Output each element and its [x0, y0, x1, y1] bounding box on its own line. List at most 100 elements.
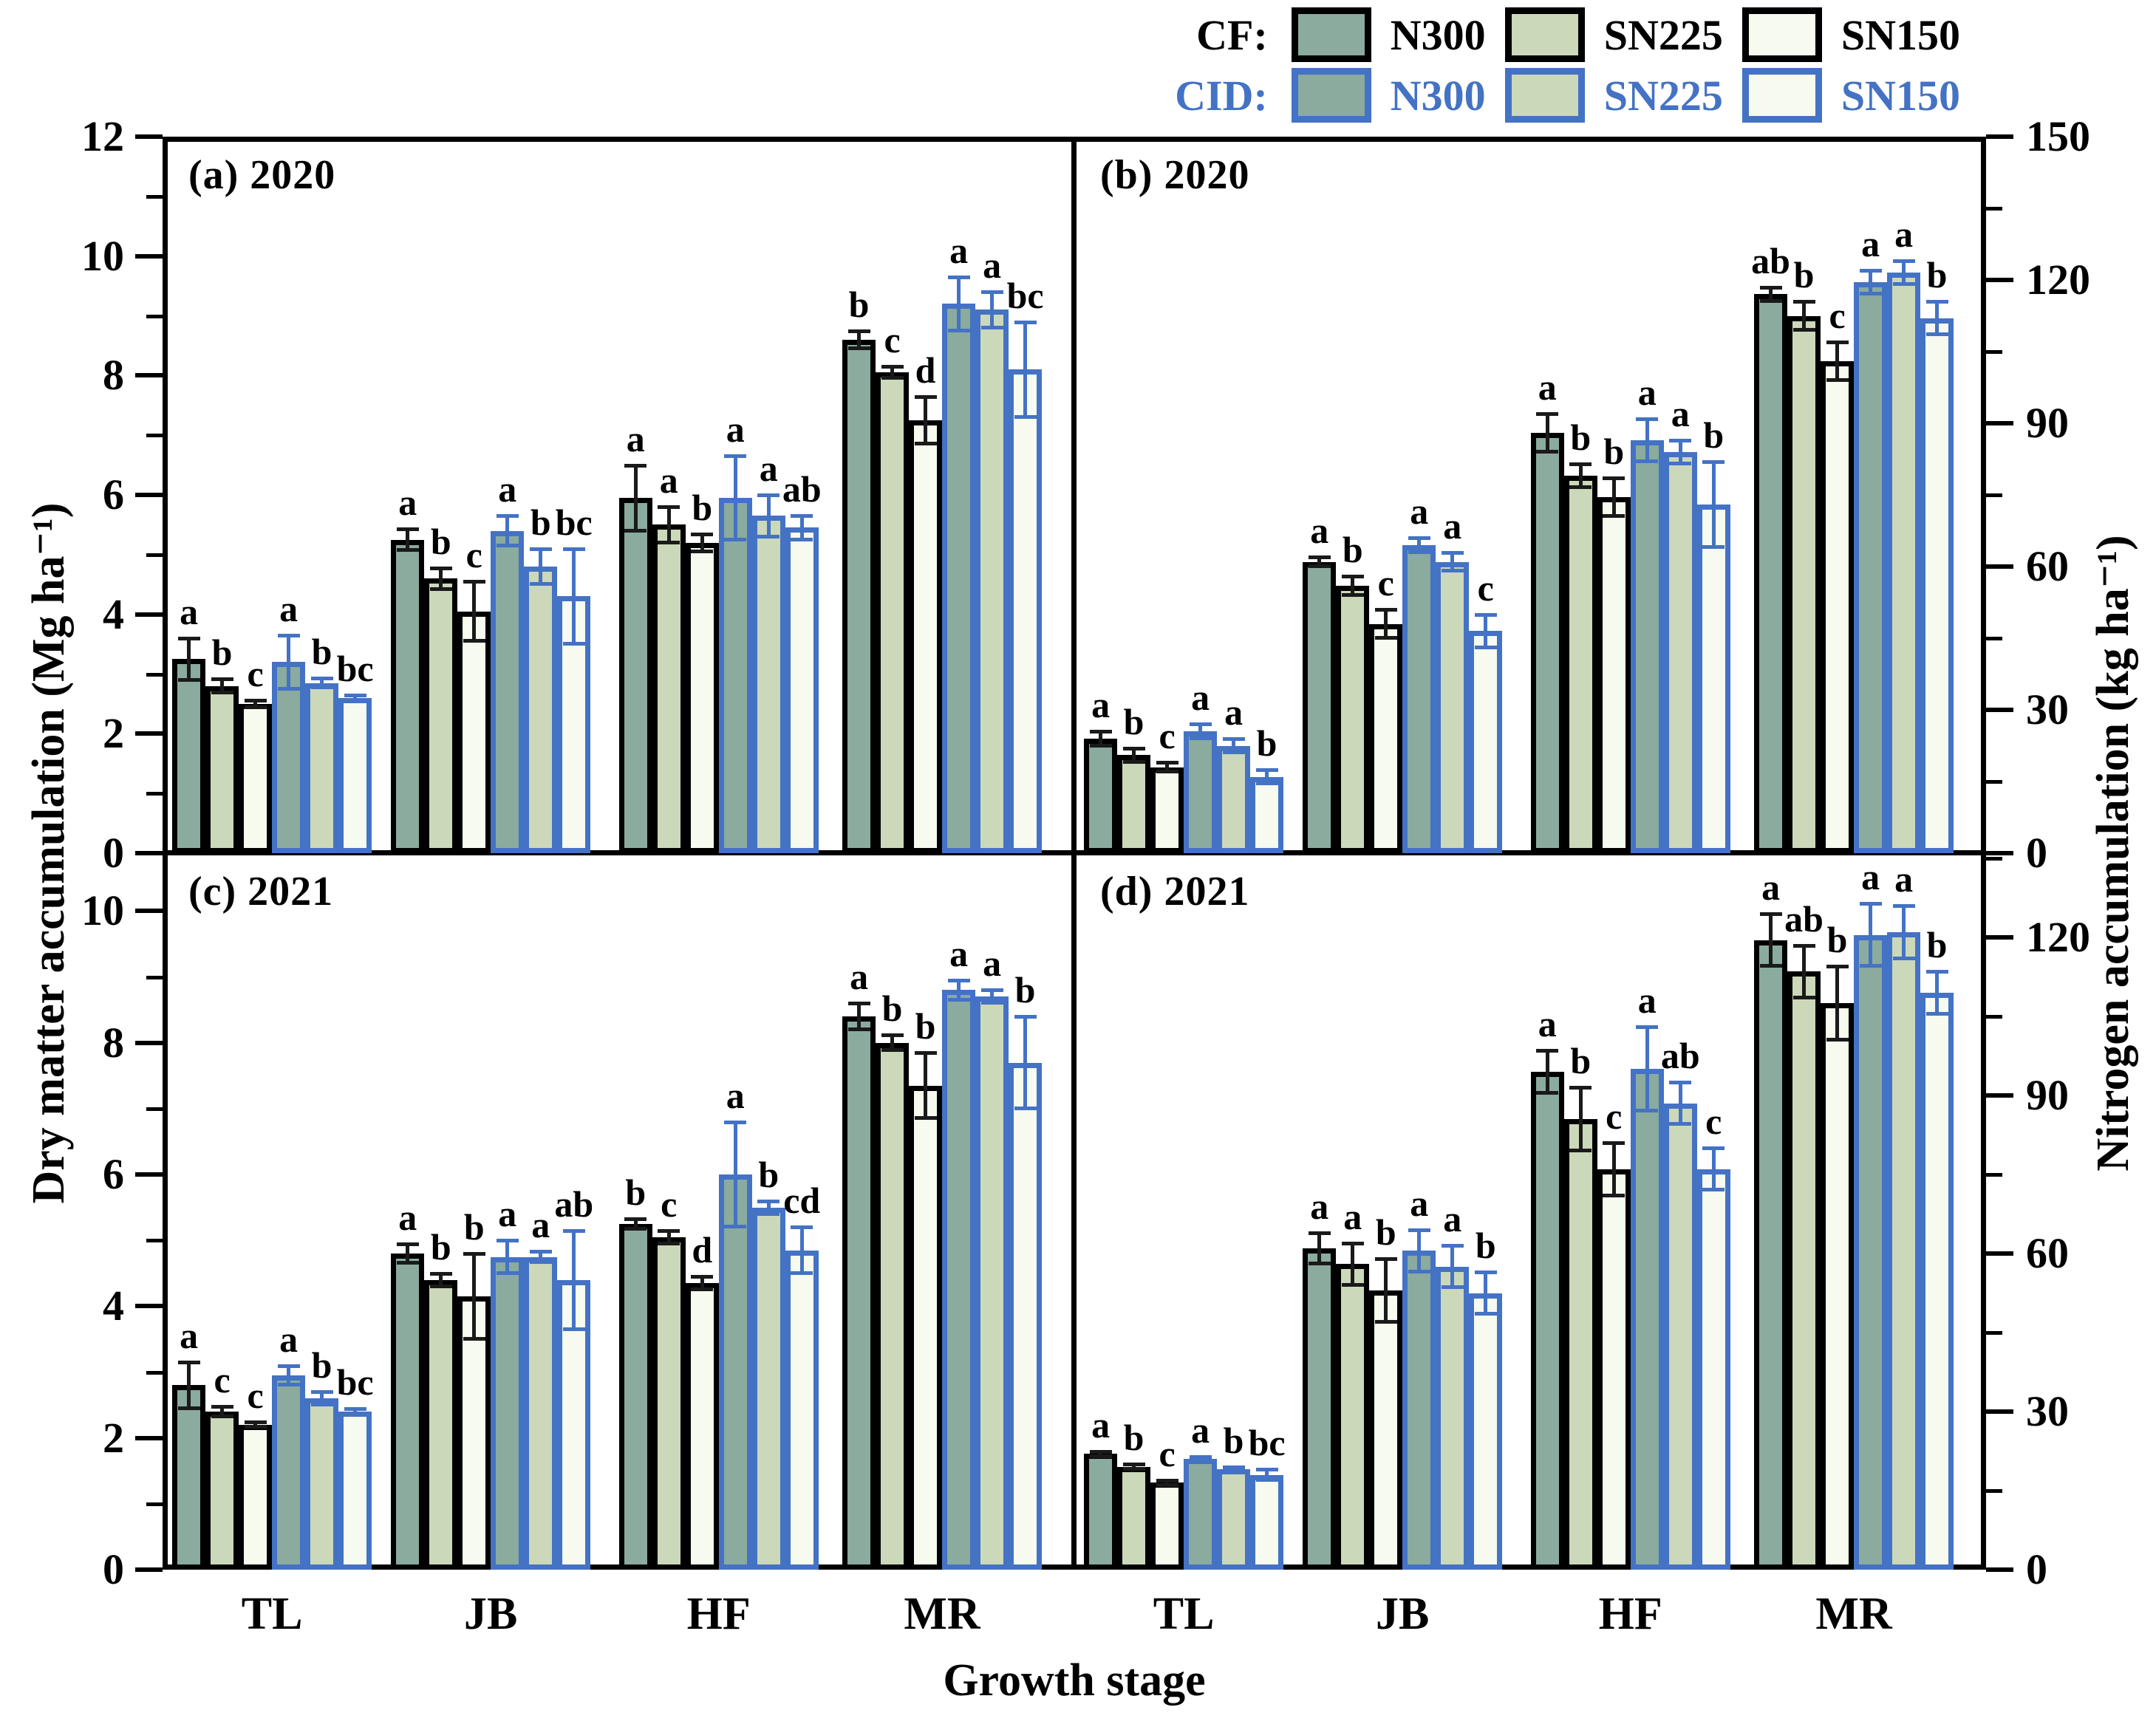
error-bar — [1165, 762, 1170, 773]
sig-letter: a — [1761, 866, 1781, 909]
error-bar-cap-bottom — [1255, 1477, 1278, 1482]
error-bar — [287, 635, 291, 689]
sig-letter: c — [1705, 1101, 1722, 1143]
sig-letter: ab — [782, 468, 822, 510]
sig-letter: a — [1671, 392, 1690, 434]
bar-c-mr-cid-sn150 — [1009, 1062, 1043, 1570]
error-bar-cap-top — [529, 547, 552, 551]
error-bar-cap-top — [396, 1242, 419, 1246]
error-bar-cap-top — [691, 532, 714, 536]
sig-letter: b — [1570, 416, 1592, 458]
sig-letter: a — [726, 408, 745, 451]
error-bar-cap-top — [757, 1199, 780, 1203]
error-bar-cap-top — [1189, 1454, 1212, 1459]
error-bar-cap-bottom — [344, 698, 366, 702]
error-bar-cap-top — [847, 329, 870, 333]
bar-a-mr-cf-sn150 — [909, 420, 943, 853]
error-bar-cap-top — [658, 1228, 680, 1233]
error-bar-cap-top — [1441, 1244, 1464, 1248]
error-bar-cap-top — [1441, 550, 1464, 555]
bar-a-jb-cf-n300 — [391, 539, 425, 853]
error-bar-cap-top — [211, 677, 233, 681]
error-bar — [1869, 270, 1873, 295]
error-bar-cap-bottom — [496, 1271, 519, 1275]
error-bar — [857, 1003, 862, 1030]
error-bar-cap-bottom — [396, 548, 419, 553]
error-bar — [320, 1392, 324, 1406]
bar-d-hf-cf-sn150 — [1597, 1169, 1631, 1570]
right-axis-major-tick — [1986, 851, 2013, 855]
error-bar-cap-bottom — [1892, 956, 1915, 960]
error-bar-cap-bottom — [396, 1261, 419, 1265]
error-bar-cap-bottom — [1536, 449, 1559, 454]
bar-b-tl-cf-n300 — [1084, 738, 1118, 853]
bar-a-tl-cf-n300 — [172, 659, 206, 853]
bar-d-jb-cf-n300 — [1303, 1248, 1337, 1570]
bar-d-jb-cid-n300 — [1402, 1251, 1436, 1570]
error-bar-cap-top — [1308, 555, 1331, 560]
sig-letter: a — [1310, 510, 1329, 552]
error-bar — [990, 990, 995, 1004]
x-axis-title: Growth stage — [943, 1655, 1206, 1706]
error-bar-cap-bottom — [1826, 1038, 1849, 1042]
right-axis-minor-tick — [1986, 857, 2002, 861]
sig-letter: c — [884, 319, 901, 361]
bar-b-tl-cf-sn150 — [1150, 767, 1184, 853]
sig-letter: b — [430, 1225, 451, 1268]
left-axis-major-tick — [135, 851, 163, 855]
error-bar — [799, 1227, 804, 1273]
error-bar — [1099, 731, 1103, 746]
error-bar-cap-bottom — [1308, 1262, 1331, 1266]
sig-letter: b — [1014, 969, 1036, 1011]
sig-letter: b — [311, 1344, 332, 1386]
sig-letter: a — [498, 468, 517, 510]
error-bar-cap-bottom — [658, 540, 680, 544]
error-bar — [766, 495, 771, 537]
bar-c-hf-cid-sn150 — [785, 1250, 819, 1570]
left-axis-tick-label: 4 — [103, 589, 124, 638]
right-axis-tick-label: 60 — [2026, 1229, 2069, 1278]
sig-letter: b — [758, 1153, 779, 1195]
error-bar-cap-top — [1859, 269, 1882, 273]
error-bar-cap-top — [310, 1390, 333, 1395]
right-axis-minor-tick — [1986, 780, 2002, 784]
error-bar-cap-top — [1569, 462, 1592, 466]
error-bar-cap-top — [1222, 736, 1245, 741]
error-bar-cap-bottom — [980, 1001, 1003, 1005]
sig-letter: a — [1091, 684, 1111, 726]
error-bar — [1099, 1451, 1103, 1457]
error-bar-cap-bottom — [1441, 569, 1464, 573]
bar-d-mr-cf-sn225 — [1787, 971, 1821, 1570]
right-axis-major-tick — [1986, 708, 2013, 712]
error-bar — [1545, 414, 1549, 452]
sig-letter: b — [1826, 919, 1848, 961]
error-bar-cap-top — [1089, 1449, 1112, 1454]
error-bar — [1351, 575, 1355, 595]
sig-letter: ab — [1751, 239, 1790, 281]
error-bar — [1450, 1245, 1455, 1288]
bar-d-jb-cid-sn225 — [1436, 1266, 1470, 1570]
error-bar — [1417, 1229, 1422, 1272]
error-bar — [1835, 342, 1840, 380]
sig-letter: c — [1159, 1432, 1176, 1474]
right-axis-major-tick — [1986, 1567, 2013, 1572]
sig-letter: ab — [554, 1183, 594, 1225]
panel-b-label: (b) 2020 — [1100, 152, 1250, 198]
bar-d-mr-cf-sn150 — [1821, 1003, 1855, 1570]
error-bar-cap-bottom — [310, 1403, 333, 1407]
error-bar — [505, 516, 510, 546]
error-bar — [1611, 478, 1616, 517]
sig-letter: c — [247, 653, 264, 695]
bar-d-mr-cf-n300 — [1754, 940, 1788, 1570]
error-bar-cap-bottom — [1603, 1193, 1625, 1197]
error-bar — [353, 1408, 358, 1415]
bar-a-tl-cid-sn225 — [305, 683, 339, 853]
error-bar-cap-bottom — [1892, 282, 1915, 287]
error-bar — [187, 1362, 191, 1409]
bar-d-hf-cid-n300 — [1630, 1069, 1664, 1570]
error-bar-cap-bottom — [1441, 1285, 1464, 1290]
bar-b-jb-cf-sn150 — [1369, 623, 1403, 853]
error-bar — [1232, 738, 1236, 753]
bar-b-jb-cid-sn150 — [1469, 631, 1503, 853]
error-bar-cap-bottom — [177, 677, 200, 682]
